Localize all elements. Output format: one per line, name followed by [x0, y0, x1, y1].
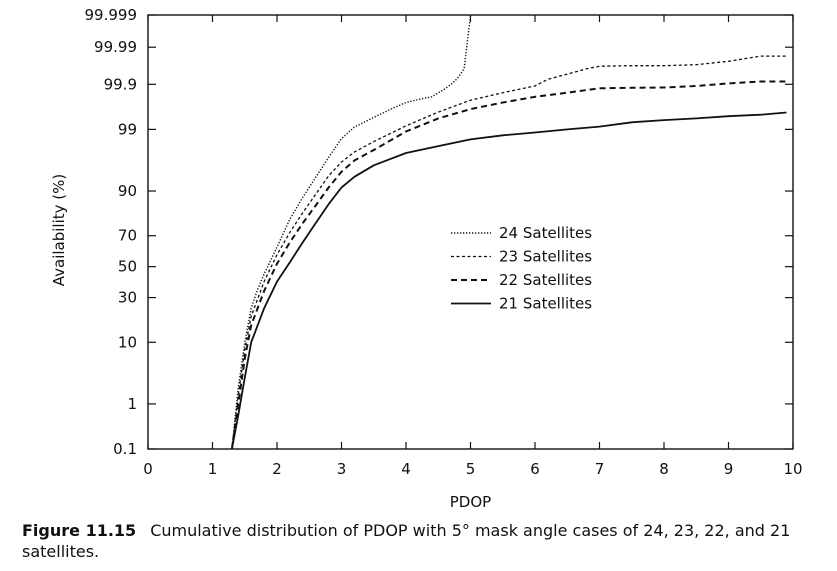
x-tick-label: 1 — [208, 460, 218, 478]
y-tick-label: 0.1 — [113, 440, 137, 458]
y-axis-ticks: 0.1 1 10 30 50 70 90 99 99.9 99.99 99.999 — [85, 6, 793, 458]
y-axis-title: Availability (%) — [50, 174, 68, 287]
x-tick-label: 4 — [401, 460, 411, 478]
y-tick-label: 99.9 — [104, 75, 137, 93]
y-tick-label: 99.99 — [94, 38, 137, 56]
series-line-23-satellites — [231, 55, 787, 450]
x-axis-title: PDOP — [450, 493, 491, 511]
x-tick-label: 9 — [724, 460, 734, 478]
series-line-22-satellites — [230, 80, 787, 450]
x-tick-label: 5 — [466, 460, 476, 478]
caption-text: Cumulative distribution of PDOP with 5° … — [22, 521, 791, 561]
series-line-21-satellites — [231, 111, 787, 450]
y-tick-label: 50 — [118, 258, 137, 276]
y-tick-label: 99.999 — [85, 6, 138, 24]
y-tick-label: 10 — [118, 333, 137, 351]
legend-label: 21 Satellites — [499, 295, 592, 313]
x-tick-label: 6 — [530, 460, 540, 478]
legend-label: 24 Satellites — [499, 224, 592, 242]
legend-label: 23 Satellites — [499, 248, 592, 266]
series-lines — [230, 14, 787, 450]
y-tick-label: 70 — [118, 227, 137, 245]
plot-frame — [147, 14, 794, 450]
plot-area-border — [147, 14, 794, 450]
y-tick-label: 1 — [127, 395, 137, 413]
x-tick-label: 8 — [659, 460, 669, 478]
y-tick-label: 99 — [118, 120, 137, 138]
legend-label: 22 Satellites — [499, 271, 592, 289]
x-tick-label: 7 — [595, 460, 605, 478]
x-tick-label: 2 — [272, 460, 282, 478]
figure-number: Figure 11.15 — [22, 521, 137, 540]
figure-caption: Figure 11.15 Cumulative distribution of P… — [22, 520, 834, 562]
y-tick-label: 30 — [118, 289, 137, 307]
y-tick-label: 90 — [118, 182, 137, 200]
pdop-availability-chart: 0 1 2 3 4 5 6 7 8 9 10 0.1110305070909999.999.9999… — [50, 6, 803, 511]
x-tick-label: 0 — [143, 460, 153, 478]
x-tick-label: 10 — [783, 460, 802, 478]
legend: 24 Satellites 23 Satellites 22 Satellites 2… — [451, 224, 592, 313]
series-line-24-satellites — [231, 14, 472, 450]
x-tick-label: 3 — [337, 460, 347, 478]
x-axis-ticks: 0 1 2 3 4 5 6 7 8 9 10 — [143, 15, 803, 478]
